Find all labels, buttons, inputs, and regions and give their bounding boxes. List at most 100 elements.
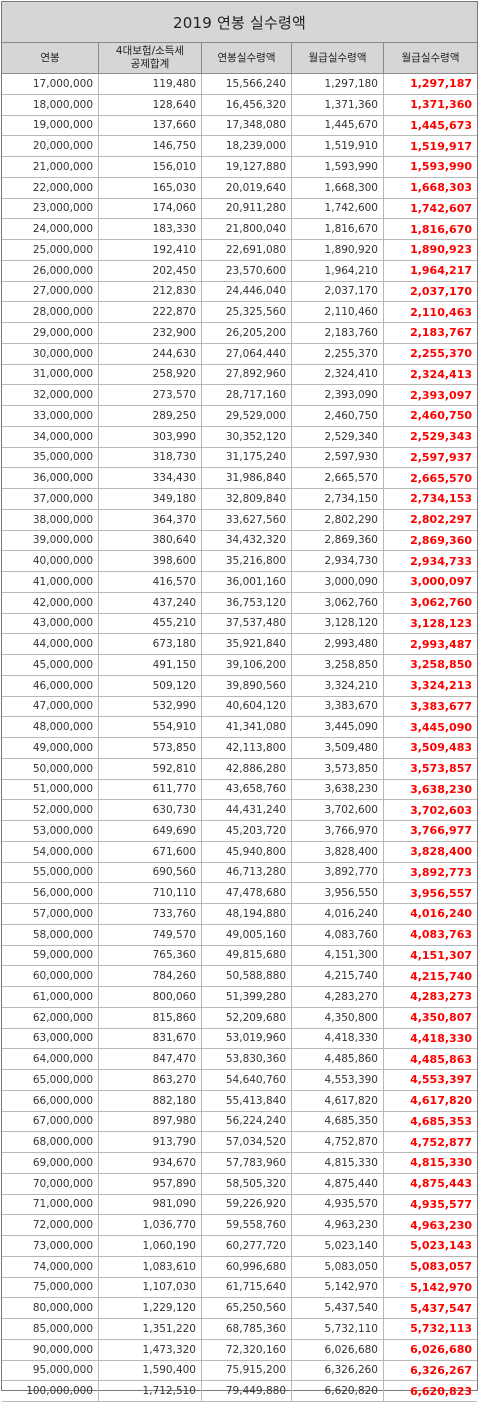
cell-salary: 39,000,000 [2, 530, 99, 551]
cell-monthly-net-highlight: 2,802,297 [410, 513, 472, 527]
cell-salary: 69,000,000 [2, 1153, 99, 1173]
cell-deduction: 244,630 [99, 343, 202, 364]
cell-monthly-net-highlight: 6,326,267 [410, 1363, 472, 1377]
cell-annual-net: 21,800,040 [202, 219, 292, 239]
cell-salary: 31,000,000 [2, 364, 99, 385]
cell-annual-net: 18,239,000 [202, 136, 292, 156]
cell-deduction: 532,990 [99, 696, 202, 717]
cell-salary: 17,000,000 [2, 74, 99, 94]
table-row: 41,000,000 416,570 36,001,160 3,000,090 3,00… [2, 572, 477, 593]
table-row: 100,000,000 1,712,510 79,449,880 6,620,820 6… [2, 1381, 477, 1402]
cell-monthly-net-highlight: 3,509,483 [410, 741, 472, 755]
cell-salary: 73,000,000 [2, 1236, 99, 1256]
cell-deduction: 202,450 [99, 260, 202, 281]
table-row: 26,000,000 202,450 23,570,600 1,964,210 1,96… [2, 260, 477, 282]
cell-salary: 65,000,000 [2, 1070, 99, 1090]
table-row: 70,000,000 957,890 58,505,320 4,875,440 4,87… [2, 1173, 477, 1195]
cell-deduction: 119,480 [99, 74, 202, 94]
table-row: 48,000,000 554,910 41,341,080 3,445,090 3,44… [2, 717, 477, 738]
cell-annual-net: 16,456,320 [202, 94, 292, 115]
cell-monthly-net: 4,283,270 [292, 987, 384, 1007]
cell-monthly-net: 4,553,390 [292, 1070, 384, 1090]
cell-salary: 27,000,000 [2, 281, 99, 302]
cell-monthly-net: 2,993,480 [292, 634, 384, 654]
cell-annual-net: 30,352,120 [202, 426, 292, 447]
cell-salary: 52,000,000 [2, 800, 99, 820]
cell-monthly-net-highlight: 4,083,763 [410, 928, 472, 942]
cell-monthly-net: 4,935,570 [292, 1194, 384, 1215]
cell-monthly-net: 3,445,090 [292, 717, 384, 737]
cell-monthly-net-highlight: 2,734,153 [410, 492, 472, 506]
cell-deduction: 981,090 [99, 1194, 202, 1215]
table-row: 63,000,000 831,670 53,019,960 4,418,330 4,41… [2, 1028, 477, 1050]
cell-annual-net: 29,529,000 [202, 406, 292, 426]
table-row: 52,000,000 630,730 44,431,240 3,702,600 3,70… [2, 800, 477, 821]
cell-monthly-net: 5,732,110 [292, 1319, 384, 1339]
cell-salary: 67,000,000 [2, 1111, 99, 1132]
cell-monthly-net-highlight: 4,215,740 [410, 969, 472, 983]
cell-monthly-net: 4,963,230 [292, 1215, 384, 1235]
cell-deduction: 222,870 [99, 302, 202, 322]
cell-deduction: 192,410 [99, 240, 202, 260]
table-row: 51,000,000 611,770 43,658,760 3,638,230 3,63… [2, 779, 477, 801]
cell-monthly-net: 4,752,870 [292, 1132, 384, 1152]
cell-monthly-net-highlight: 3,062,760 [410, 596, 472, 610]
cell-deduction: 611,770 [99, 779, 202, 800]
table-row: 57,000,000 733,760 48,194,880 4,016,240 4,01… [2, 904, 477, 925]
cell-salary: 42,000,000 [2, 592, 99, 613]
cell-monthly-net: 3,892,770 [292, 862, 384, 883]
cell-monthly-net: 6,326,260 [292, 1360, 384, 1381]
cell-deduction: 592,810 [99, 758, 202, 779]
cell-deduction: 258,920 [99, 364, 202, 385]
cell-monthly-net: 2,597,930 [292, 447, 384, 468]
cell-deduction: 573,850 [99, 738, 202, 758]
cell-deduction: 128,640 [99, 94, 202, 115]
cell-deduction: 303,990 [99, 426, 202, 447]
cell-deduction: 156,010 [99, 157, 202, 177]
cell-annual-net: 36,753,120 [202, 592, 292, 613]
cell-annual-net: 60,277,720 [202, 1236, 292, 1256]
cell-deduction: 897,980 [99, 1111, 202, 1132]
cell-monthly-net: 2,183,760 [292, 323, 384, 343]
cell-monthly-net: 1,371,360 [292, 94, 384, 115]
cell-monthly-net: 2,665,570 [292, 468, 384, 488]
cell-salary: 30,000,000 [2, 343, 99, 364]
cell-salary: 23,000,000 [2, 198, 99, 219]
cell-salary: 48,000,000 [2, 717, 99, 737]
cell-monthly-net-highlight: 1,964,217 [410, 264, 472, 278]
table-row: 68,000,000 913,790 57,034,520 4,752,870 4,75… [2, 1132, 477, 1153]
cell-salary: 62,000,000 [2, 1007, 99, 1028]
cell-annual-net: 24,446,040 [202, 281, 292, 302]
cell-deduction: 380,640 [99, 530, 202, 551]
table-header-row: 연봉 4대보험/소득세 공제합계 연봉실수령액 월급실수령액 월급실수령액 [2, 43, 477, 74]
cell-annual-net: 43,658,760 [202, 779, 292, 800]
table-row: 59,000,000 765,360 49,815,680 4,151,300 4,15… [2, 945, 477, 967]
cell-deduction: 630,730 [99, 800, 202, 820]
cell-monthly-net: 2,037,170 [292, 281, 384, 302]
cell-salary: 28,000,000 [2, 302, 99, 322]
cell-monthly-net-highlight: 1,668,303 [410, 181, 472, 195]
cell-deduction: 183,330 [99, 219, 202, 239]
cell-salary: 26,000,000 [2, 260, 99, 281]
table-row: 56,000,000 710,110 47,478,680 3,956,550 3,95… [2, 883, 477, 904]
cell-salary: 50,000,000 [2, 758, 99, 779]
cell-salary: 21,000,000 [2, 157, 99, 177]
cell-monthly-net-highlight: 2,460,750 [410, 409, 472, 423]
cell-monthly-net: 3,062,760 [292, 592, 384, 613]
cell-salary: 72,000,000 [2, 1215, 99, 1235]
cell-annual-net: 28,717,160 [202, 385, 292, 405]
cell-annual-net: 46,713,280 [202, 862, 292, 883]
cell-annual-net: 35,216,800 [202, 551, 292, 571]
cell-salary: 57,000,000 [2, 904, 99, 924]
cell-monthly-net: 2,802,290 [292, 509, 384, 530]
cell-salary: 35,000,000 [2, 447, 99, 468]
cell-deduction: 710,110 [99, 883, 202, 903]
cell-deduction: 318,730 [99, 447, 202, 468]
table-row: 21,000,000 156,010 19,127,880 1,593,990 1,59… [2, 157, 477, 178]
cell-annual-net: 57,034,520 [202, 1132, 292, 1152]
cell-monthly-net-highlight: 3,128,123 [410, 616, 472, 630]
cell-annual-net: 19,127,880 [202, 157, 292, 177]
table-row: 85,000,000 1,351,220 68,785,360 5,732,110 5,… [2, 1319, 477, 1340]
table-row: 29,000,000 232,900 26,205,200 2,183,760 2,18… [2, 323, 477, 344]
table-row: 37,000,000 349,180 32,809,840 2,734,150 2,73… [2, 489, 477, 510]
